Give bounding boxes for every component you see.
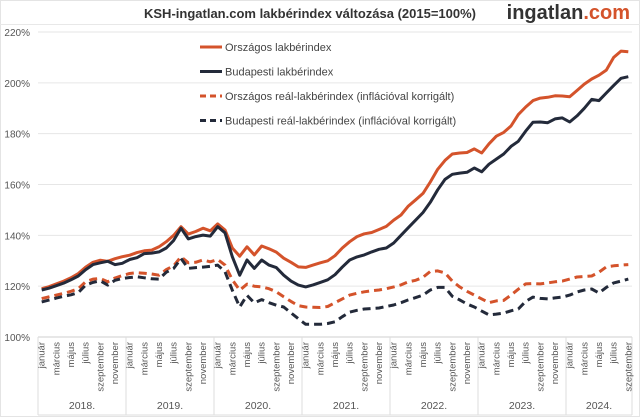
x-tick-label: szeptember (623, 342, 634, 392)
x-group-label: 2024. (586, 400, 612, 412)
x-tick-label: szeptember (535, 342, 546, 392)
x-tick-label: március (139, 342, 150, 376)
y-tick-label: 140% (4, 231, 30, 242)
logo-accent: .com (583, 2, 630, 24)
x-group-label: 2022. (421, 400, 447, 412)
x-tick-label: július (169, 342, 180, 365)
x-tick-label: március (491, 342, 502, 376)
x-tick-label: március (579, 342, 590, 376)
x-group-label: 2020. (245, 400, 271, 412)
x-tick-label: március (227, 342, 238, 376)
x-group-label: 2023. (509, 400, 535, 412)
legend-label: Országos lakbérindex (225, 42, 332, 54)
x-tick-label: január (565, 342, 576, 369)
series-line-2 (41, 75, 629, 292)
x-tick-label: január (213, 342, 224, 369)
x-tick-label: július (345, 342, 356, 365)
x-tick-label: szeptember (271, 342, 282, 392)
x-tick-label: március (51, 342, 62, 376)
x-tick-label: november (198, 342, 209, 384)
y-tick-label: 120% (4, 282, 30, 293)
series-line-4 (41, 257, 629, 326)
x-group-label: 2019. (157, 400, 183, 412)
x-tick-label: január (125, 342, 136, 369)
x-tick-label: július (81, 342, 92, 365)
x-tick-label: március (315, 342, 326, 376)
logo-main: ingatlan (506, 2, 584, 24)
x-group-label: 2018. (69, 400, 95, 412)
chart-title: KSH-ingatlan.com lakbérindex változása (… (144, 6, 476, 21)
x-tick-label: január (389, 342, 400, 369)
x-tick-label: május (66, 342, 77, 368)
x-tick-label: május (418, 342, 429, 368)
series-line-1 (41, 49, 629, 291)
x-tick-label: november (374, 342, 385, 384)
x-tick-label: november (462, 342, 473, 384)
legend-label: Országos reál-lakbérindex (inflációval k… (225, 91, 454, 103)
x-tick-label: november (550, 342, 561, 384)
x-tick-label: március (403, 342, 414, 376)
x-tick-label: július (521, 342, 532, 365)
x-tick-label: május (330, 342, 341, 368)
y-tick-label: 160% (4, 181, 30, 192)
x-tick-label: május (242, 342, 253, 368)
x-tick-label: július (257, 342, 268, 365)
series-line-3 (41, 255, 629, 309)
y-tick-label: 220% (4, 28, 30, 39)
x-tick-label: július (433, 342, 444, 365)
x-tick-label: január (477, 342, 488, 369)
x-tick-label: július (609, 342, 620, 365)
x-tick-label: május (594, 342, 605, 368)
x-tick-label: január (301, 342, 312, 369)
x-tick-label: január (37, 342, 48, 369)
y-tick-label: 180% (4, 130, 30, 141)
x-tick-label: szeptember (95, 342, 106, 392)
y-tick-label: 200% (4, 79, 30, 90)
x-tick-label: május (154, 342, 165, 368)
legend-label: Budapesti reál-lakbérindex (inflációval … (225, 116, 456, 128)
x-tick-label: november (286, 342, 297, 384)
y-tick-label: 100% (4, 333, 30, 344)
x-group-label: 2021. (333, 400, 359, 412)
x-tick-label: szeptember (183, 342, 194, 392)
x-tick-label: szeptember (447, 342, 458, 392)
x-tick-label: szeptember (359, 342, 370, 392)
legend-label: Budapesti lakbérindex (225, 67, 334, 79)
x-tick-label: november (110, 342, 121, 384)
x-tick-label: május (506, 342, 517, 368)
logo: ingatlan.com (507, 2, 630, 25)
